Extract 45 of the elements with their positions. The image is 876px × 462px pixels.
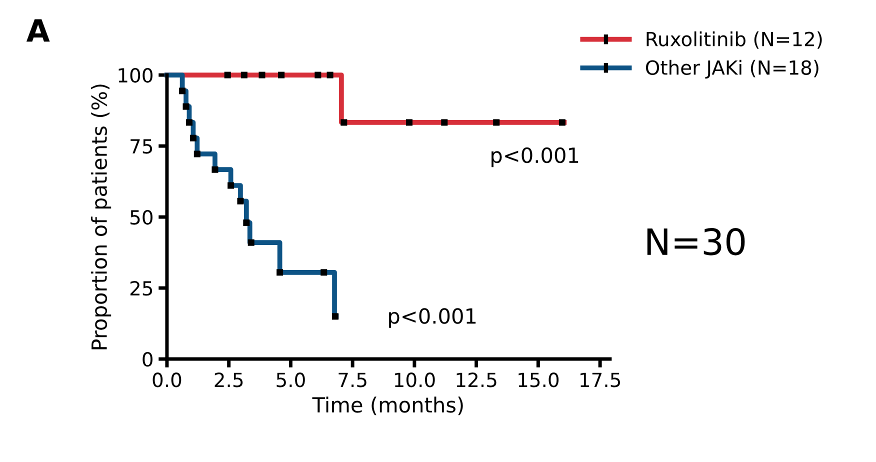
point (190, 134, 196, 142)
point (248, 239, 254, 246)
point (332, 313, 339, 320)
point (278, 72, 285, 78)
y-axis-title: Proportion of patients (%) (90, 84, 112, 350)
point (186, 119, 192, 126)
point (276, 269, 284, 276)
annotation: p<0.001 (492, 147, 578, 168)
x-tick-label: 5.0 (276, 372, 305, 388)
point (320, 269, 328, 276)
x-tick-label: 12.5 (456, 372, 496, 388)
legend-label: Other JAKi (N=18) (646, 60, 818, 79)
point (558, 119, 566, 126)
x-tick-label: 17.5 (580, 372, 620, 388)
point (314, 72, 322, 78)
point (326, 72, 334, 78)
text: N=30 (647, 228, 745, 256)
x-tick-label: 2.5 (214, 372, 243, 388)
point (212, 166, 218, 173)
legend-label: Ruxolitinib (N=12) (646, 31, 822, 49)
x-tick-label: 10.0 (394, 372, 435, 388)
x-axis-title: Time (months) (312, 396, 463, 416)
x-tick-label: 0.0 (152, 372, 182, 388)
point (194, 150, 200, 158)
point (179, 88, 186, 94)
point (224, 72, 231, 78)
y-tick-label: 0 (142, 352, 152, 367)
point (237, 198, 244, 204)
x-tick-label: 15.0 (518, 372, 559, 388)
point (493, 119, 500, 126)
point (441, 119, 448, 126)
point (240, 72, 248, 78)
y-tick-label: 100 (118, 68, 152, 83)
point (243, 219, 250, 226)
point (258, 72, 266, 78)
x-tick-label: 7.5 (338, 372, 366, 388)
point (406, 119, 413, 126)
annotation: p<0.001 (389, 308, 476, 328)
y-tick-label: 75 (130, 139, 152, 154)
y-tick-label: 50 (130, 210, 152, 225)
point (228, 182, 234, 189)
point (340, 119, 348, 126)
chart-title: A (26, 19, 50, 42)
y-tick-label: 25 (130, 280, 152, 296)
point (182, 103, 190, 110)
